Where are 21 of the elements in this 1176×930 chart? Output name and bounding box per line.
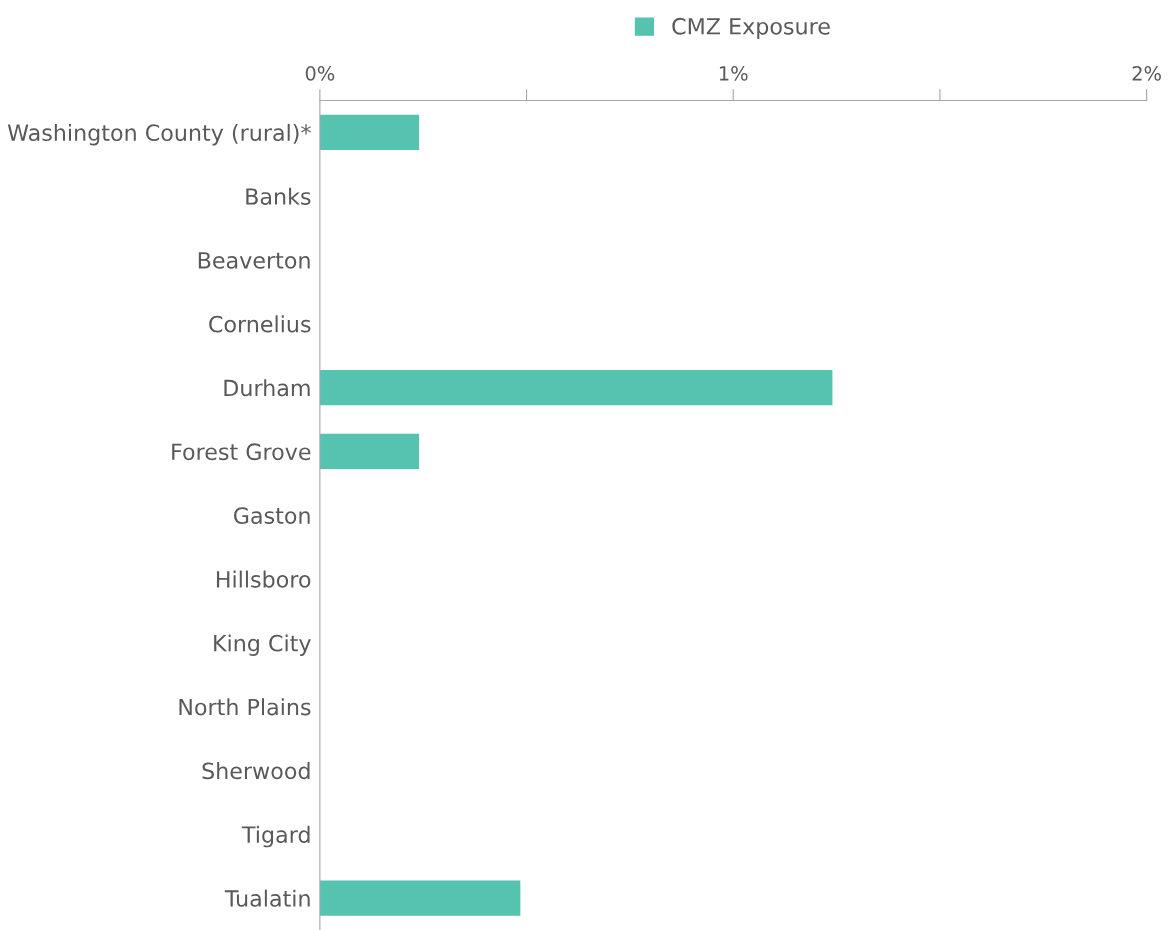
y-tick-label: Durham	[224, 379, 310, 397]
y-tick-label: Forest Grove	[172, 443, 311, 461]
y-tick-label: Cornelius	[209, 315, 311, 333]
bar	[319, 370, 833, 406]
x-tick-label: 0%	[305, 65, 335, 81]
y-tick-label: North Plains	[179, 698, 311, 716]
x-tick-label: 2%	[1132, 65, 1161, 81]
x-tick-label: 1%	[719, 65, 748, 81]
y-tick-label: Beaverton	[198, 252, 310, 269]
legend-label: CMZ Exposure	[672, 17, 830, 39]
y-tick-label: Washington County (rural)*	[7, 123, 311, 146]
bar	[319, 433, 420, 469]
y-tick-label: Hillsboro	[216, 570, 311, 588]
y-tick-label: Sherwood	[202, 762, 310, 780]
y-tick-label: Tigard	[241, 825, 310, 848]
bar	[319, 114, 420, 150]
y-tick-label: Gaston	[233, 507, 310, 524]
y-tick-label: King City	[214, 634, 311, 656]
y-tick-label: Tualatin	[224, 889, 310, 907]
bar	[319, 880, 521, 916]
y-tick-label: Banks	[246, 187, 311, 205]
